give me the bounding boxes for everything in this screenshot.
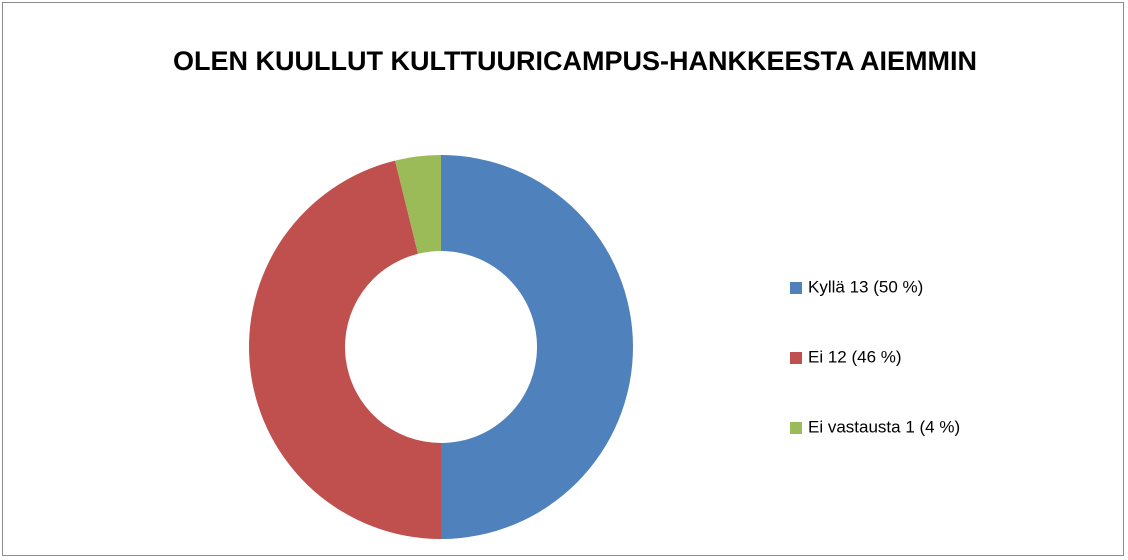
legend-swatch — [790, 352, 802, 364]
legend-swatch — [790, 282, 802, 294]
donut-slice — [441, 155, 633, 539]
chart-title: OLEN KUULLUT KULTTUURICAMPUS-HANKKEESTA … — [173, 46, 977, 76]
legend-label: Kyllä 13 (50 %) — [808, 277, 923, 296]
legend-label: Ei vastausta 1 (4 %) — [808, 417, 960, 436]
donut-slice — [249, 160, 441, 540]
donut-slice — [395, 155, 441, 254]
legend-swatch — [790, 422, 802, 434]
legend-label: Ei 12 (46 %) — [808, 347, 902, 366]
